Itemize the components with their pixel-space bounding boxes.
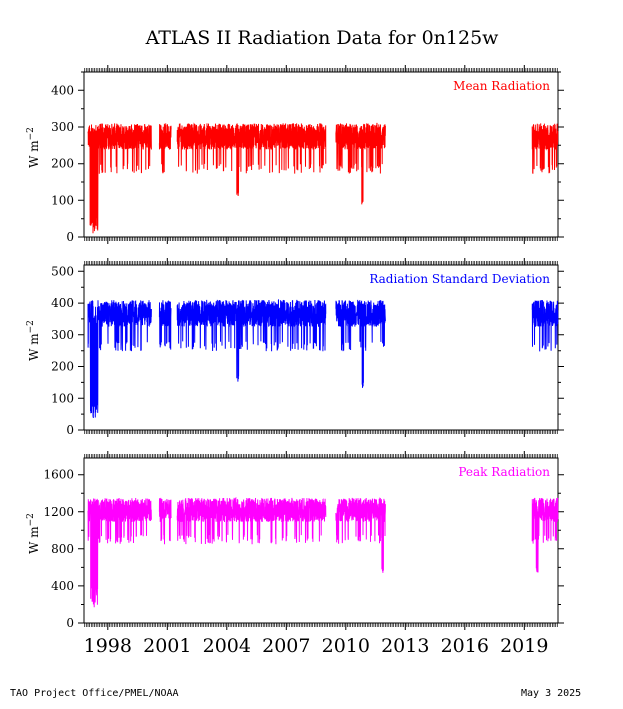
y-axis-label-exponent: −2: [26, 513, 36, 526]
y-tick-label: 0: [66, 230, 74, 244]
y-axis-label-exponent: −2: [26, 127, 36, 140]
data-series-line: [87, 298, 559, 419]
y-axis-label-unit: W m: [27, 140, 41, 168]
y-ticks: [78, 71, 564, 238]
panel-3: 0 400 800 1200 1600 W m−2 Peak Radiation: [26, 451, 564, 630]
y-tick-label: 400: [51, 83, 74, 97]
plot-frame: [83, 264, 559, 431]
panel-label: Mean Radiation: [453, 79, 550, 93]
y-axis-label-unit: W m: [27, 526, 41, 554]
y-axis-label-unit: W m: [27, 333, 41, 361]
y-ticks: [78, 474, 564, 624]
y-axis-label: W m−2: [26, 127, 41, 168]
y-tick-label: 200: [51, 157, 74, 171]
x-tick-label: 2013: [381, 635, 429, 657]
x-major-ticks: [107, 451, 525, 630]
x-tick-label: 2016: [441, 635, 489, 657]
x-tick-label: 1998: [84, 635, 132, 657]
y-axis-label-exponent: −2: [26, 320, 36, 333]
y-tick-label: 300: [51, 328, 74, 342]
x-major-ticks: [107, 65, 525, 244]
y-tick-label: 200: [51, 360, 74, 374]
y-tick-label: 1200: [43, 505, 74, 519]
data-series-line: [87, 496, 559, 608]
y-tick-label: 300: [51, 120, 74, 134]
x-tick-labels: 1998 2001 2004 2007 2010 2013 2016 2019: [84, 635, 549, 657]
x-tick-label: 2001: [143, 635, 191, 657]
x-tick-label: 2007: [262, 635, 310, 657]
y-tick-label: 400: [51, 296, 74, 310]
x-major-ticks: [107, 258, 525, 437]
x-minor-ticks: [84, 68, 558, 241]
y-axis-label: W m−2: [26, 320, 41, 361]
y-tick-label: 500: [51, 264, 74, 278]
x-minor-ticks: [84, 261, 558, 434]
x-tick-label: 2010: [322, 635, 370, 657]
y-tick-label: 0: [66, 616, 74, 630]
y-ticks: [78, 270, 564, 431]
panel-1: 0 100 200 300 400 W m−2 Mean Radiation: [26, 65, 564, 244]
y-tick-label: 400: [51, 579, 74, 593]
y-tick-label: 800: [51, 542, 74, 556]
y-tick-label: 1600: [43, 468, 74, 482]
x-tick-label: 2004: [203, 635, 251, 657]
panel-label: Radiation Standard Deviation: [369, 272, 550, 286]
footer-date: May 3 2025: [521, 688, 582, 699]
x-tick-label: 2019: [500, 635, 548, 657]
chart-title: ATLAS II Radiation Data for 0n125w: [145, 27, 500, 49]
y-tick-label: 100: [51, 193, 74, 207]
footer-credit: TAO Project Office/PMEL/NOAA: [10, 688, 179, 699]
y-tick-label: 100: [51, 391, 74, 405]
y-axis-label: W m−2: [26, 513, 41, 554]
panel-label: Peak Radiation: [458, 465, 550, 479]
x-minor-ticks: [84, 454, 558, 627]
panel-2: 0 100 200 300 400 500 W m−2 Radiation Standard …: [26, 258, 564, 437]
plot-frame: [83, 457, 559, 624]
y-tick-label: 0: [66, 423, 74, 437]
data-series-line: [87, 122, 559, 234]
